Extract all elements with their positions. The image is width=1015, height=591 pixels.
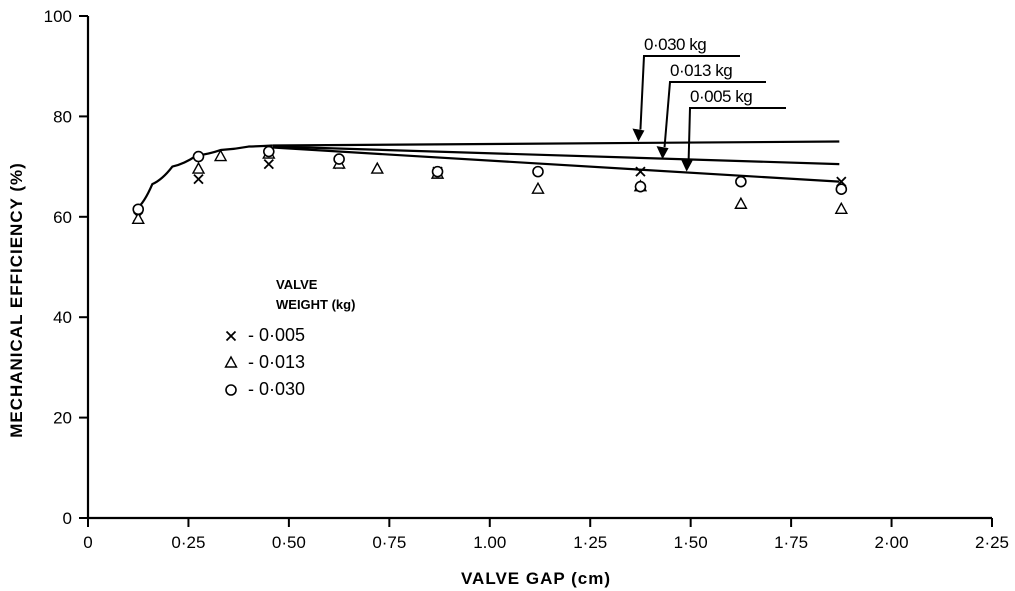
point-circle-marker <box>835 183 848 195</box>
callout-label: 0·030 kg <box>644 35 706 54</box>
series-circle <box>132 145 848 216</box>
callout-label: 0·013 kg <box>670 61 732 80</box>
legend-point-circle-marker <box>225 384 237 396</box>
legend-point-triangle-marker <box>224 355 238 368</box>
callout-arrowhead <box>680 158 693 172</box>
x-tick-label: 0·50 <box>272 533 306 552</box>
fit-curve-tail <box>272 145 840 166</box>
callout-leader <box>663 81 766 148</box>
axes <box>86 16 992 520</box>
point-x-marker <box>263 158 274 170</box>
legend-item-label: - 0·013 <box>248 352 305 372</box>
point-circle-marker <box>431 165 444 178</box>
legend: VALVE WEIGHT (kg) - 0·005 - 0·013 - 0·030 <box>224 277 355 399</box>
x-axis-title: VALVE GAP (cm) <box>461 569 611 588</box>
legend-title-line2: WEIGHT (kg) <box>276 297 355 312</box>
y-axis-ticks: 0 20 40 60 80 100 <box>44 7 88 528</box>
x-tick-label: 1.00 <box>473 533 506 552</box>
axis-frame <box>86 16 992 520</box>
data-points <box>131 145 849 225</box>
point-circle-marker <box>333 153 345 165</box>
point-x-marker-stroke <box>635 166 646 177</box>
x-tick-label: 2·25 <box>975 533 1009 552</box>
point-circle-marker <box>262 145 275 158</box>
callout-arrowhead <box>632 128 645 142</box>
x-tick-label: 0 <box>83 533 92 552</box>
point-x-marker-stroke <box>193 174 204 185</box>
point-circle-marker <box>132 203 145 216</box>
point-triangle-marker <box>131 211 145 225</box>
fit-curves <box>135 140 840 211</box>
callout-leader <box>639 55 740 130</box>
y-tick-label: 80 <box>53 107 72 126</box>
point-triangle-marker <box>834 201 849 214</box>
point-circle-marker <box>634 180 647 193</box>
point-triangle-marker <box>191 161 206 174</box>
legend-point-x-marker-stroke <box>225 330 237 342</box>
y-tick-label: 0 <box>63 509 72 528</box>
x-tick-label: 1·50 <box>674 533 708 552</box>
point-triangle-marker <box>734 196 748 209</box>
point-x-marker <box>193 174 204 185</box>
point-circle-marker <box>532 165 544 178</box>
point-triangle-marker <box>531 181 545 194</box>
point-x-marker <box>635 166 646 177</box>
y-tick-label: 60 <box>53 208 72 227</box>
point-triangle-marker <box>370 161 384 174</box>
y-tick-label: 20 <box>53 409 72 428</box>
legend-items: - 0·005 - 0·013 - 0·030 <box>224 325 305 399</box>
point-triangle-marker <box>213 149 228 162</box>
series-x <box>133 158 847 222</box>
callout-label: 0·005 kg <box>690 87 752 106</box>
legend-item-label: - 0·030 <box>248 379 305 399</box>
fit-curve-rising <box>135 144 273 211</box>
y-tick-label: 100 <box>44 7 72 26</box>
legend-title-line1: VALVE <box>276 277 318 292</box>
y-tick-label: 40 <box>53 308 72 327</box>
point-x-marker-stroke <box>263 158 274 170</box>
fit-curve-tail <box>272 146 840 183</box>
point-circle-marker <box>192 150 205 163</box>
y-axis-title: MECHANICAL EFFICIENCY (%) <box>7 162 26 438</box>
legend-point-x-marker <box>225 330 237 342</box>
callout-arrowhead <box>656 146 669 160</box>
x-tick-label: 1·75 <box>774 533 808 552</box>
x-tick-label: 0·75 <box>372 533 406 552</box>
x-tick-label: 2·00 <box>875 533 909 552</box>
fit-curve-tail <box>272 140 840 147</box>
legend-item-label: - 0·005 <box>248 325 305 345</box>
x-tick-label: 0·25 <box>171 533 205 552</box>
point-circle-marker <box>735 175 747 188</box>
callout-leader <box>687 107 786 160</box>
x-axis-ticks: 0 0·25 0·50 0·75 1.00 1·25 1·50 1·75 2·00 2·25 <box>83 518 1009 552</box>
fit-callouts: 0·030 kg 0·013 kg 0·005 kg <box>632 35 786 172</box>
x-tick-label: 1·25 <box>573 533 607 552</box>
